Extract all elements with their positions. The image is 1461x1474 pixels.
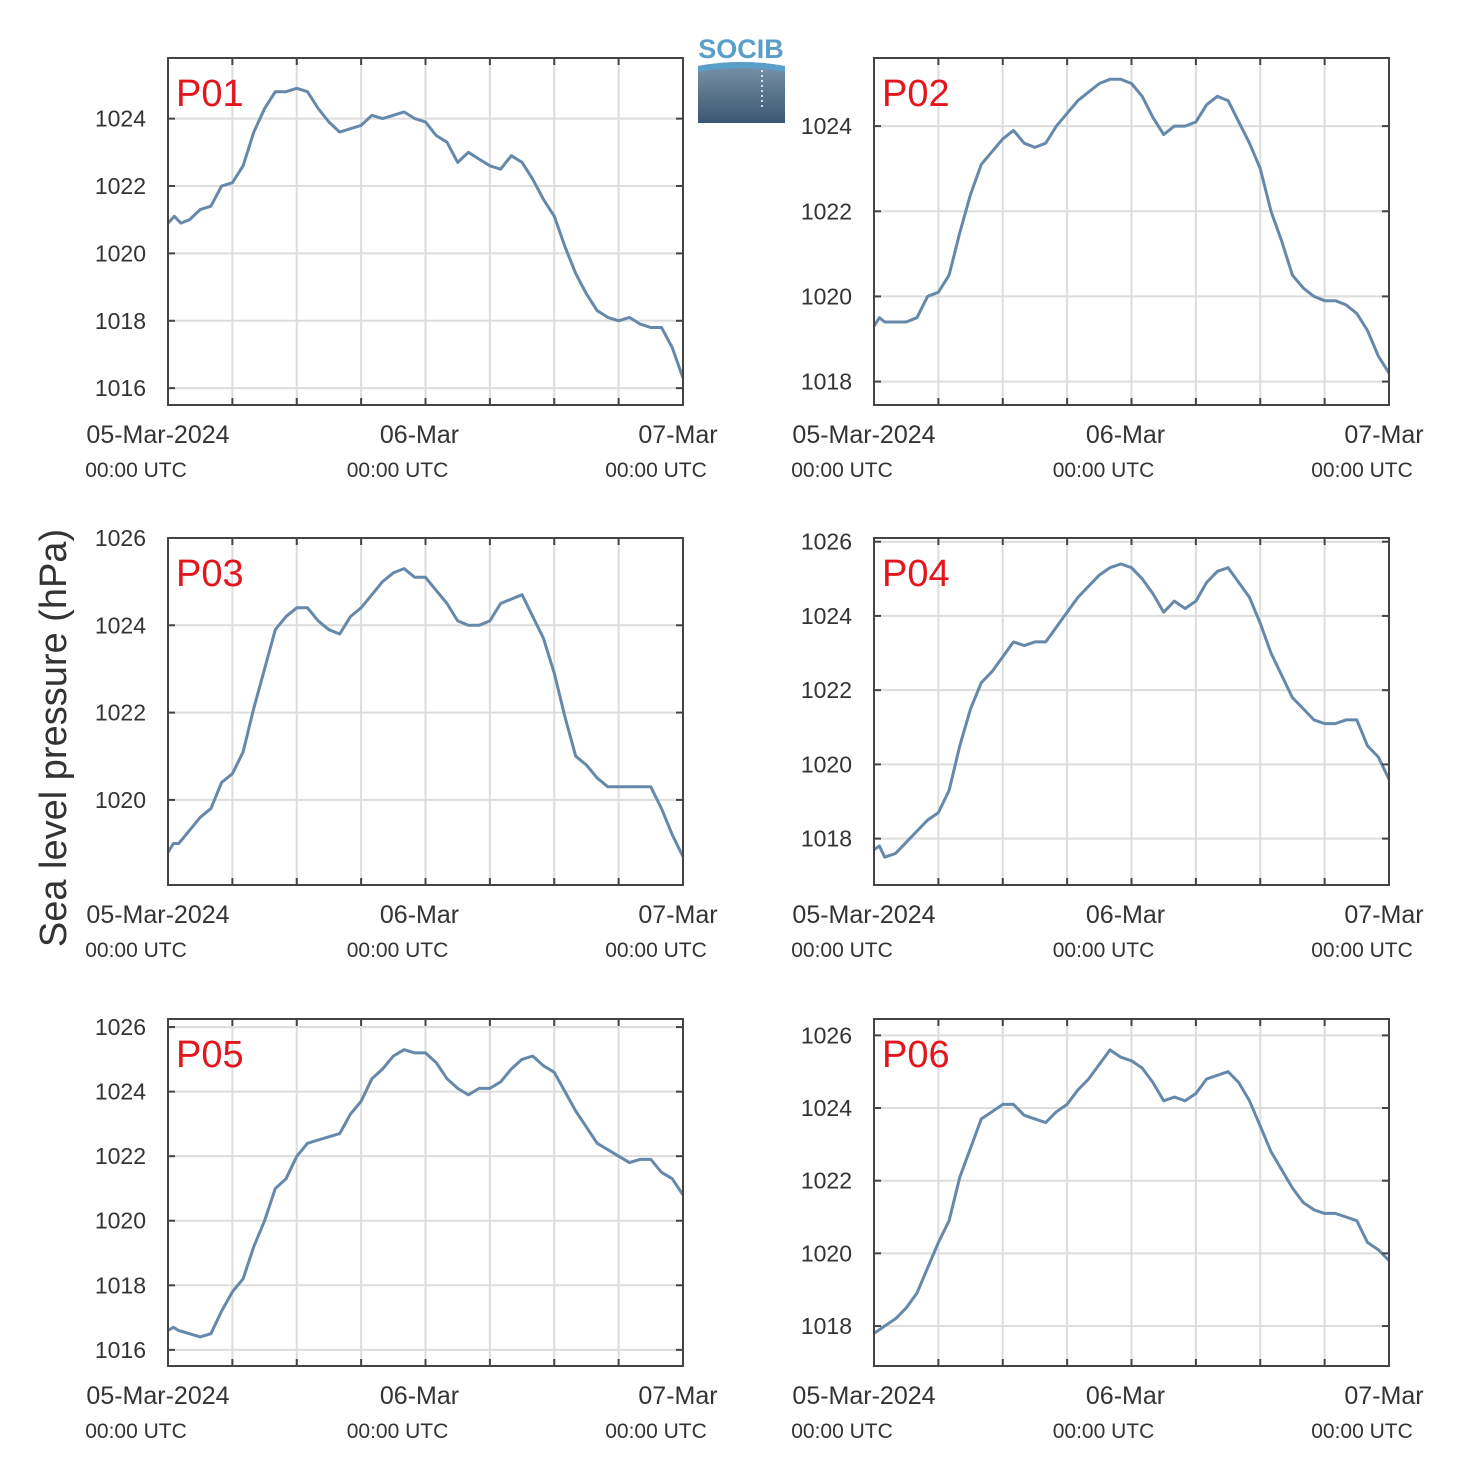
x-tick-time-label: 00:00 UTC bbox=[791, 939, 893, 962]
panel-p02: 1018 1020 1022 1024 05-Mar-2024 00:00 UTC 06-M… bbox=[791, 57, 1424, 482]
x-tick-time-label: 00:00 UTC bbox=[1053, 939, 1155, 962]
x-tick-label: 06-Mar bbox=[1086, 1382, 1165, 1410]
y-tick-label: 1024 bbox=[95, 1079, 146, 1105]
y-tick-label: 1020 bbox=[801, 283, 852, 309]
x-tick-time-label: 00:00 UTC bbox=[1311, 1420, 1413, 1443]
y-tick-label: 1026 bbox=[95, 525, 146, 551]
x-tick-label: 06-Mar bbox=[1086, 421, 1165, 449]
y-tick-label: 1024 bbox=[95, 612, 146, 638]
x-tick-time-label: 00:00 UTC bbox=[1311, 459, 1413, 482]
x-tick-label: 07-Mar bbox=[638, 901, 717, 929]
socib-logo-wave bbox=[698, 62, 785, 72]
series-line bbox=[873, 1048, 1391, 1335]
series-line bbox=[166, 567, 685, 858]
x-tick-time-label: 00:00 UTC bbox=[605, 1420, 707, 1443]
y-tick-label: 1022 bbox=[95, 1143, 146, 1169]
socib-logo: SOCIB bbox=[698, 34, 785, 123]
panel-title: P05 bbox=[176, 1034, 244, 1076]
y-tick-label: 1022 bbox=[801, 677, 852, 703]
y-tick-label: 1024 bbox=[801, 113, 852, 139]
series-line bbox=[166, 86, 685, 379]
x-tick-time-label: 00:00 UTC bbox=[85, 939, 187, 962]
y-axis-label: Sea level pressure (hPa) bbox=[33, 529, 75, 947]
panel-title: P02 bbox=[882, 73, 950, 115]
x-tick-label: 06-Mar bbox=[1086, 901, 1165, 929]
x-tick-time-label: 00:00 UTC bbox=[1053, 459, 1155, 482]
y-tick-label: 1018 bbox=[801, 369, 852, 395]
x-tick-label: 07-Mar bbox=[1344, 1382, 1423, 1410]
y-tick-label: 1016 bbox=[95, 375, 146, 401]
series-line bbox=[872, 77, 1391, 374]
x-tick-label: 07-Mar bbox=[1344, 421, 1423, 449]
y-tick-label: 1020 bbox=[801, 751, 852, 777]
y-tick-label: 1018 bbox=[801, 826, 852, 852]
y-tick-label: 1020 bbox=[95, 240, 146, 266]
x-tick-label: 05-Mar-2024 bbox=[86, 421, 229, 449]
x-tick-time-label: 00:00 UTC bbox=[85, 459, 187, 482]
x-tick-time-label: 00:00 UTC bbox=[347, 1420, 449, 1443]
series-line bbox=[167, 1048, 685, 1339]
x-tick-label: 05-Mar-2024 bbox=[86, 901, 229, 929]
y-tick-label: 1026 bbox=[95, 1014, 146, 1040]
y-tick-label: 1024 bbox=[95, 106, 146, 132]
x-tick-label: 06-Mar bbox=[380, 1382, 459, 1410]
y-tick-label: 1018 bbox=[95, 308, 146, 334]
x-tick-time-label: 00:00 UTC bbox=[347, 939, 449, 962]
y-tick-label: 1018 bbox=[95, 1272, 146, 1298]
x-tick-label: 05-Mar-2024 bbox=[792, 901, 935, 929]
x-tick-label: 07-Mar bbox=[638, 421, 717, 449]
panel-p06: 1018 1020 1022 1024 1026 05-Mar-2024 00:00 UTC… bbox=[791, 1018, 1424, 1443]
x-tick-time-label: 00:00 UTC bbox=[347, 459, 449, 482]
panel-title: P06 bbox=[882, 1034, 950, 1076]
x-tick-label: 07-Mar bbox=[638, 1382, 717, 1410]
y-tick-label: 1026 bbox=[801, 529, 852, 555]
y-tick-label: 1022 bbox=[801, 198, 852, 224]
y-tick-label: 1022 bbox=[801, 1168, 852, 1194]
y-tick-label: 1020 bbox=[801, 1240, 852, 1266]
x-tick-time-label: 00:00 UTC bbox=[605, 459, 707, 482]
series-line bbox=[873, 562, 1391, 859]
x-tick-time-label: 00:00 UTC bbox=[791, 459, 893, 482]
panels-group: 1016 1018 1020 1022 1024 05-Mar-2024 00:00 UTC… bbox=[85, 57, 1424, 1443]
y-tick-label: 1020 bbox=[95, 1208, 146, 1234]
y-tick-label: 1024 bbox=[801, 1095, 852, 1121]
x-tick-time-label: 00:00 UTC bbox=[1053, 1420, 1155, 1443]
x-tick-label: 05-Mar-2024 bbox=[86, 1382, 229, 1410]
panel-title: P01 bbox=[176, 73, 244, 115]
x-tick-time-label: 00:00 UTC bbox=[1311, 939, 1413, 962]
y-tick-label: 1020 bbox=[95, 787, 146, 813]
y-tick-label: 1024 bbox=[801, 603, 852, 629]
panel-p05: 1016 1018 1020 1022 1024 1026 05-Mar-2024 00:00… bbox=[85, 1014, 717, 1443]
socib-logo-text: SOCIB bbox=[698, 34, 784, 64]
panel-p04: 1018 1020 1022 1024 1026 05-Mar-2024 00:00 UTC… bbox=[791, 529, 1423, 962]
panel-p01: 1016 1018 1020 1022 1024 05-Mar-2024 00:00 UTC… bbox=[85, 57, 718, 482]
x-tick-label: 05-Mar-2024 bbox=[792, 421, 935, 449]
x-tick-label: 05-Mar-2024 bbox=[792, 1382, 935, 1410]
y-tick-label: 1022 bbox=[95, 700, 146, 726]
x-tick-time-label: 00:00 UTC bbox=[85, 1420, 187, 1443]
panel-title: P04 bbox=[882, 553, 950, 595]
y-tick-label: 1018 bbox=[801, 1313, 852, 1339]
socib-logo-shape bbox=[698, 62, 785, 123]
x-tick-label: 06-Mar bbox=[380, 901, 459, 929]
panel-p03: 1020 1022 1024 1026 05-Mar-2024 00:00 UTC 06-M… bbox=[85, 525, 717, 962]
panel-title: P03 bbox=[176, 553, 244, 595]
x-tick-time-label: 00:00 UTC bbox=[791, 1420, 893, 1443]
x-tick-time-label: 00:00 UTC bbox=[605, 939, 707, 962]
y-tick-label: 1016 bbox=[95, 1337, 146, 1363]
x-tick-label: 07-Mar bbox=[1344, 901, 1423, 929]
y-tick-label: 1022 bbox=[95, 173, 146, 199]
y-tick-label: 1026 bbox=[801, 1022, 852, 1048]
x-tick-label: 06-Mar bbox=[380, 421, 459, 449]
